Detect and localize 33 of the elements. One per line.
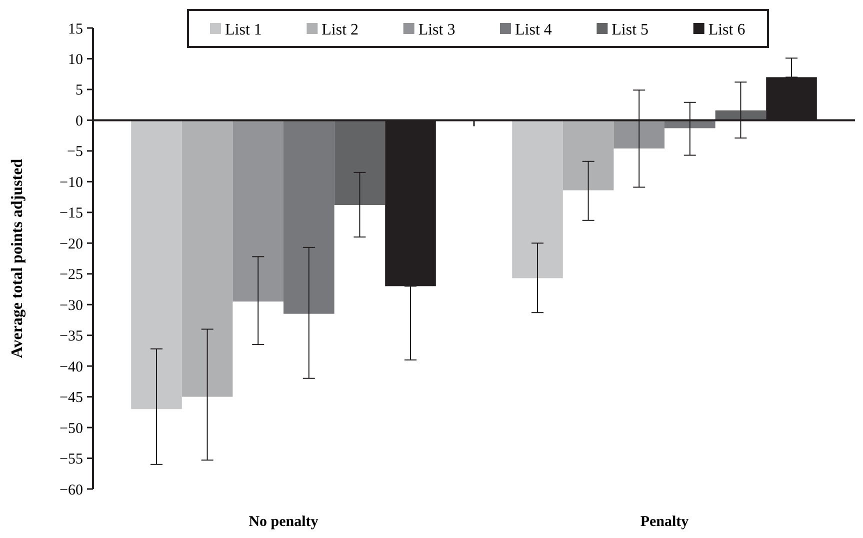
y-tick-label: −50 (60, 420, 83, 437)
bar (512, 120, 563, 278)
y-tick-label: −30 (60, 298, 83, 314)
legend-label: List 6 (708, 22, 746, 39)
y-tick-label: −20 (60, 236, 83, 252)
y-tick-label: −45 (60, 390, 83, 406)
bar (334, 120, 386, 206)
bar (284, 120, 334, 314)
y-tick-label: −35 (60, 328, 83, 345)
x-tick-label: Penalty (640, 514, 690, 530)
legend-label: List 3 (418, 22, 456, 39)
legend-label: List 5 (612, 22, 649, 39)
y-tick-label: −60 (60, 482, 83, 498)
y-tick-label: −5 (67, 144, 83, 160)
bar (182, 120, 233, 397)
y-tick-label: 10 (68, 52, 83, 68)
bar (614, 120, 664, 148)
y-tick-label: 5 (76, 82, 83, 99)
bar (562, 120, 614, 190)
y-tick-label: −40 (60, 359, 83, 376)
x-tick-label: No penalty (248, 514, 319, 530)
y-tick-label: −25 (60, 267, 83, 284)
y-tick-label: 15 (68, 21, 83, 38)
y-tick-label: −55 (60, 452, 83, 468)
bar (131, 120, 182, 410)
bar (232, 120, 284, 302)
y-tick-label: −10 (60, 174, 83, 191)
y-tick-label: 0 (76, 113, 83, 130)
legend-label: List 4 (515, 22, 552, 39)
legend-label: List 2 (322, 22, 359, 39)
legend-label: List 1 (225, 22, 262, 39)
y-axis-title: Average total points adjusted (9, 158, 26, 358)
y-tick-label: −15 (60, 206, 83, 222)
